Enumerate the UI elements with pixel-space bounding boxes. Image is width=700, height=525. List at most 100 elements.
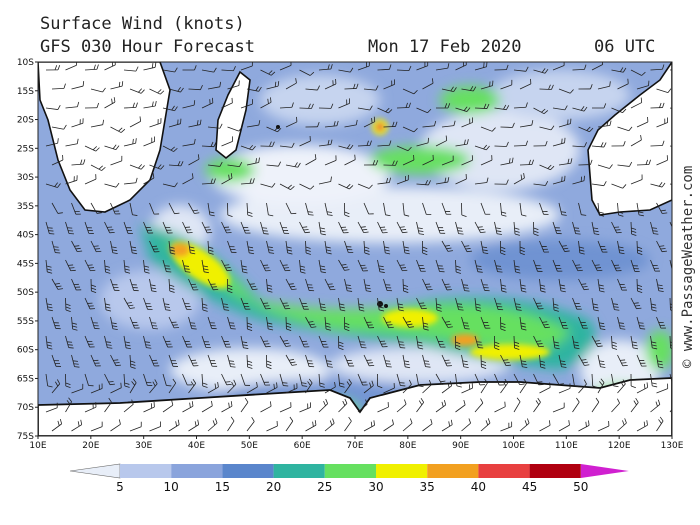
wind-barb (474, 398, 484, 413)
colorbar-segment (324, 464, 376, 478)
wind-barb (676, 380, 685, 393)
wind-barb (650, 259, 660, 272)
wind-barb (104, 335, 113, 349)
colorbar-label: 10 (164, 480, 179, 494)
wind-barb (168, 378, 177, 394)
map-frame (38, 62, 687, 436)
wind-barb (344, 378, 352, 394)
wind-barb (656, 354, 664, 369)
wind-barb (168, 316, 180, 329)
wind-barb (513, 140, 528, 147)
wind-barb (396, 259, 408, 272)
wind-barb (65, 373, 71, 389)
lon-tick-label: 80E (399, 441, 416, 451)
wind-band (205, 158, 255, 182)
wind-barb (201, 297, 208, 312)
wind-barb (221, 221, 232, 234)
wind-barb (71, 419, 83, 432)
wind-barb (558, 88, 574, 94)
wind-barb (539, 316, 550, 329)
wind-barb (461, 117, 473, 128)
wind-barb (513, 221, 520, 236)
wind-barb (422, 120, 437, 128)
wind-barb (402, 278, 409, 293)
wind-barb (441, 202, 452, 215)
colorbar-label: 30 (368, 480, 383, 494)
wind-barb (519, 159, 534, 166)
wind-barb (285, 116, 298, 128)
wind-barb (182, 221, 193, 234)
wind-barb (84, 145, 100, 152)
wind-barb (519, 278, 527, 293)
wind-barb (539, 84, 554, 90)
wind-barb (279, 221, 290, 234)
wind-barb (246, 417, 255, 432)
africa-land (38, 62, 171, 213)
wind-barb (188, 316, 197, 330)
wind-barb (90, 278, 97, 294)
wind-barb (396, 335, 406, 349)
wind-barb (636, 80, 650, 90)
wind-barb (533, 297, 544, 310)
wind-barb (266, 316, 274, 331)
wind-barb (558, 118, 572, 128)
wind-barb (110, 382, 122, 394)
wind-barb (318, 398, 329, 413)
wind-barb (513, 259, 521, 274)
wind-barb (656, 278, 664, 293)
wind-barb (383, 316, 394, 329)
wind-barb (344, 154, 356, 166)
wind-barb (188, 119, 202, 128)
wind-barb (338, 144, 354, 150)
wind-barb (611, 373, 619, 388)
wind-barb (123, 102, 138, 109)
wind-barb (51, 418, 63, 432)
wind-barb (513, 335, 520, 350)
wind-barb (143, 259, 150, 274)
wind-barb (318, 335, 329, 348)
wind-barb (143, 62, 157, 71)
wind-barb (357, 259, 368, 272)
wind-barb (572, 335, 580, 350)
wind-barb (533, 107, 549, 115)
wind-barb (279, 335, 291, 347)
wind-barb (90, 354, 101, 367)
wind-barb (84, 64, 99, 71)
wind-barb (494, 401, 506, 413)
wind-barb (299, 373, 308, 387)
wind-barb (246, 354, 253, 369)
wind-barb (676, 80, 687, 89)
wind-barb (344, 240, 354, 254)
wind-barb (227, 354, 236, 368)
wind-barb (656, 202, 668, 214)
wind-barb (162, 335, 173, 348)
wind-barb (591, 259, 603, 272)
wind-barb (474, 221, 486, 234)
wind-barb (552, 62, 565, 71)
wind-barb (597, 81, 611, 90)
colorbar-label: 20 (266, 480, 281, 494)
wind-barb (227, 379, 237, 394)
wind-barb (182, 100, 196, 109)
wind-barb (552, 221, 562, 235)
wind-barb (129, 354, 136, 369)
wind-barb (182, 259, 191, 273)
wind-barb (494, 335, 500, 351)
wind-barb (65, 138, 79, 147)
wind-barb (260, 335, 271, 348)
wind-barb (65, 397, 72, 413)
lat-tick-label: 20S (17, 116, 34, 126)
wind-barb (51, 316, 61, 330)
wind-barb (129, 164, 145, 170)
wind-barb (227, 316, 236, 330)
wind-barb (266, 161, 282, 167)
lon-tick-label: 10E (29, 441, 46, 451)
wind-barb (383, 240, 391, 255)
wind-barb (480, 354, 487, 369)
wind-barb (221, 373, 232, 386)
wind-barb (90, 202, 102, 214)
lon-tick-label: 130E (661, 441, 684, 451)
wind-barb (494, 297, 504, 311)
wind-barb (617, 161, 633, 167)
wind-barb (338, 297, 346, 312)
